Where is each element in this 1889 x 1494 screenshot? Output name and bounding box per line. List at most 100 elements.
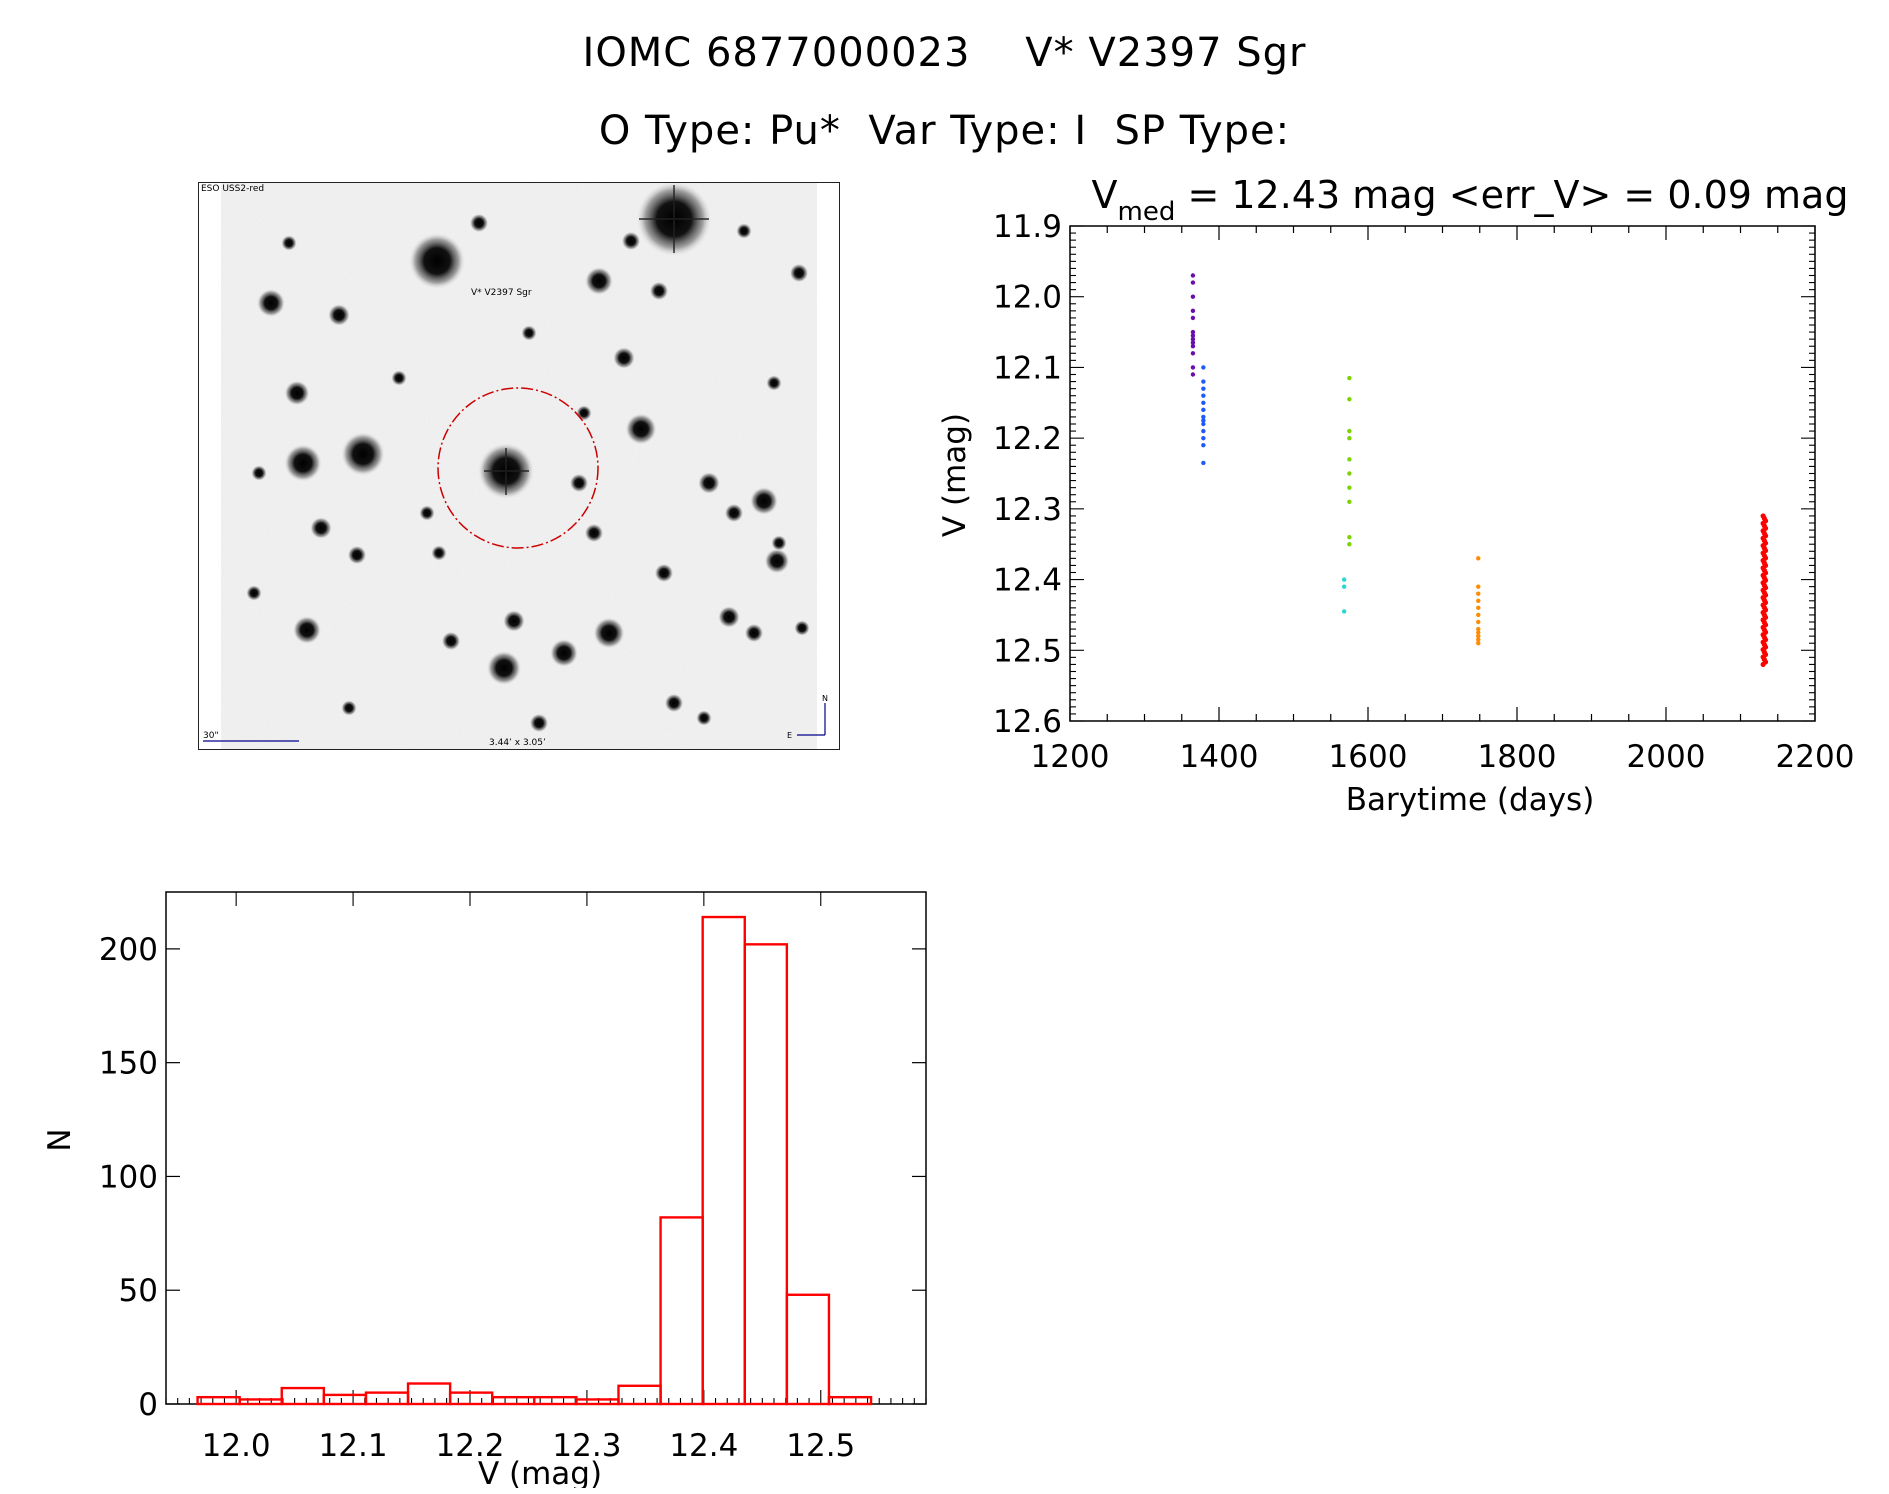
light-curve-title-rest: = 12.43 mag <err_V> = 0.09 mag	[1175, 173, 1848, 217]
light-curve-point	[1347, 499, 1352, 504]
histogram-frame	[165, 891, 927, 1405]
star-31	[766, 375, 782, 391]
star-13	[749, 486, 779, 516]
light-curve-point	[1476, 556, 1481, 561]
star-47	[419, 505, 435, 521]
star-6	[256, 288, 286, 318]
light-curve-point	[1347, 457, 1352, 462]
histogram-bar	[575, 1398, 620, 1406]
light-curve-frame	[1069, 225, 1816, 722]
histogram-ytick-label: 0	[138, 1387, 158, 1423]
light-curve-point	[1476, 612, 1481, 618]
star-16	[654, 563, 674, 583]
histogram-bar	[238, 1398, 283, 1406]
star-27	[584, 523, 604, 543]
star-14	[764, 548, 790, 574]
histogram-bar	[827, 1395, 873, 1406]
survey-label: ESO USS2-red	[201, 184, 264, 194]
star-33	[391, 370, 407, 386]
star-21	[309, 516, 333, 540]
histogram-ytick-label: 150	[99, 1046, 158, 1082]
star-44	[281, 235, 297, 251]
star-19	[486, 650, 522, 686]
light-curve-point	[1476, 619, 1481, 625]
light-curve-xtick-label: 1200	[1031, 739, 1110, 775]
star-42	[621, 231, 641, 251]
star-29	[649, 281, 669, 301]
light-curve-point	[1347, 435, 1352, 441]
star-35	[251, 465, 267, 481]
star-12	[697, 471, 721, 495]
histogram-chart: 12.0 12.1 12.2 12.3 12.4 12.5 0 50 100 150 200 V (…	[42, 891, 927, 1488]
star-7	[284, 380, 310, 406]
light-curve-title-sub: med	[1118, 197, 1176, 227]
histogram-bar	[617, 1384, 662, 1406]
histogram-bar	[406, 1382, 452, 1406]
header-line-1: IOMC 6877000023 V* V2397 Sgr	[582, 30, 1307, 76]
star-15	[724, 503, 744, 523]
histogram-ytick-label: 100	[99, 1159, 158, 1195]
light-curve-point	[1347, 397, 1352, 402]
star-20	[292, 615, 322, 645]
light-curve-ytick-label: 12.5	[993, 633, 1062, 669]
light-curve-point	[1201, 443, 1206, 448]
light-curve-ytick-label: 12.3	[993, 492, 1062, 528]
light-curve-point	[1476, 633, 1481, 639]
light-curve-point	[1201, 365, 1206, 370]
light-curve-point	[1476, 605, 1481, 611]
star-46	[794, 620, 810, 636]
star-43	[736, 223, 752, 239]
size-label: 3.44’ x 3.05’	[489, 738, 546, 748]
star-17	[593, 617, 625, 649]
light-curve-point	[1190, 365, 1196, 370]
star-45	[771, 535, 787, 551]
light-curve-point	[1341, 609, 1347, 614]
light-curve-point	[1190, 329, 1196, 335]
light-curve-point	[1201, 414, 1206, 420]
star-34	[246, 585, 262, 601]
light-curve-ytick-label: 12.0	[993, 280, 1062, 316]
light-curve-xtick-label: 1600	[1329, 739, 1408, 775]
light-curve-point	[1347, 485, 1352, 490]
light-curve-ytick-label: 12.6	[993, 704, 1062, 740]
light-curve-point	[1347, 542, 1352, 547]
histogram-xtick-label: 12.5	[786, 1428, 855, 1464]
histogram-bar	[701, 915, 746, 1406]
histogram-xtick-label: 12.4	[669, 1428, 738, 1464]
light-curve-title-v: V	[1092, 173, 1118, 217]
light-curve-xtick-label: 2200	[1776, 739, 1855, 775]
histogram-bar	[659, 1216, 704, 1406]
light-curve-point	[1201, 428, 1206, 434]
light-curve-ytick-label: 12.4	[993, 563, 1062, 599]
light-curve-point	[1201, 421, 1206, 427]
star-11	[469, 213, 489, 233]
star-41	[576, 405, 592, 421]
histogram-xlabel: V (mag)	[478, 1456, 602, 1488]
star-28	[569, 473, 589, 493]
star-3	[340, 431, 386, 477]
star-38	[529, 713, 549, 733]
histogram-xtick-label: 12.0	[202, 1428, 271, 1464]
histogram-bar	[196, 1395, 241, 1406]
light-curve-point	[1201, 418, 1206, 423]
light-curve-ytick-label: 11.9	[993, 209, 1062, 245]
light-curve-point	[1190, 315, 1196, 321]
light-curve-point	[1341, 577, 1347, 582]
light-curve-point	[1201, 379, 1206, 384]
star-30	[789, 263, 809, 283]
light-curve-point	[1341, 584, 1347, 589]
star-4	[283, 443, 323, 483]
light-curve-point	[1476, 626, 1481, 632]
light-curve-point	[1476, 637, 1481, 642]
histogram-bar	[364, 1391, 410, 1406]
histogram-xtick-label: 12.1	[319, 1428, 388, 1464]
light-curve-point	[1190, 372, 1196, 377]
light-curve-point	[1190, 333, 1196, 338]
compass-e: E	[787, 731, 792, 740]
light-curve-point	[1190, 280, 1196, 285]
star-39	[341, 700, 357, 716]
light-curve-title: Vmed = 12.43 mag <err_V> = 0.09 mag	[1092, 173, 1849, 227]
light-curve-point	[1347, 375, 1352, 381]
light-curve-point	[1347, 428, 1352, 434]
histogram-bar	[785, 1293, 831, 1406]
